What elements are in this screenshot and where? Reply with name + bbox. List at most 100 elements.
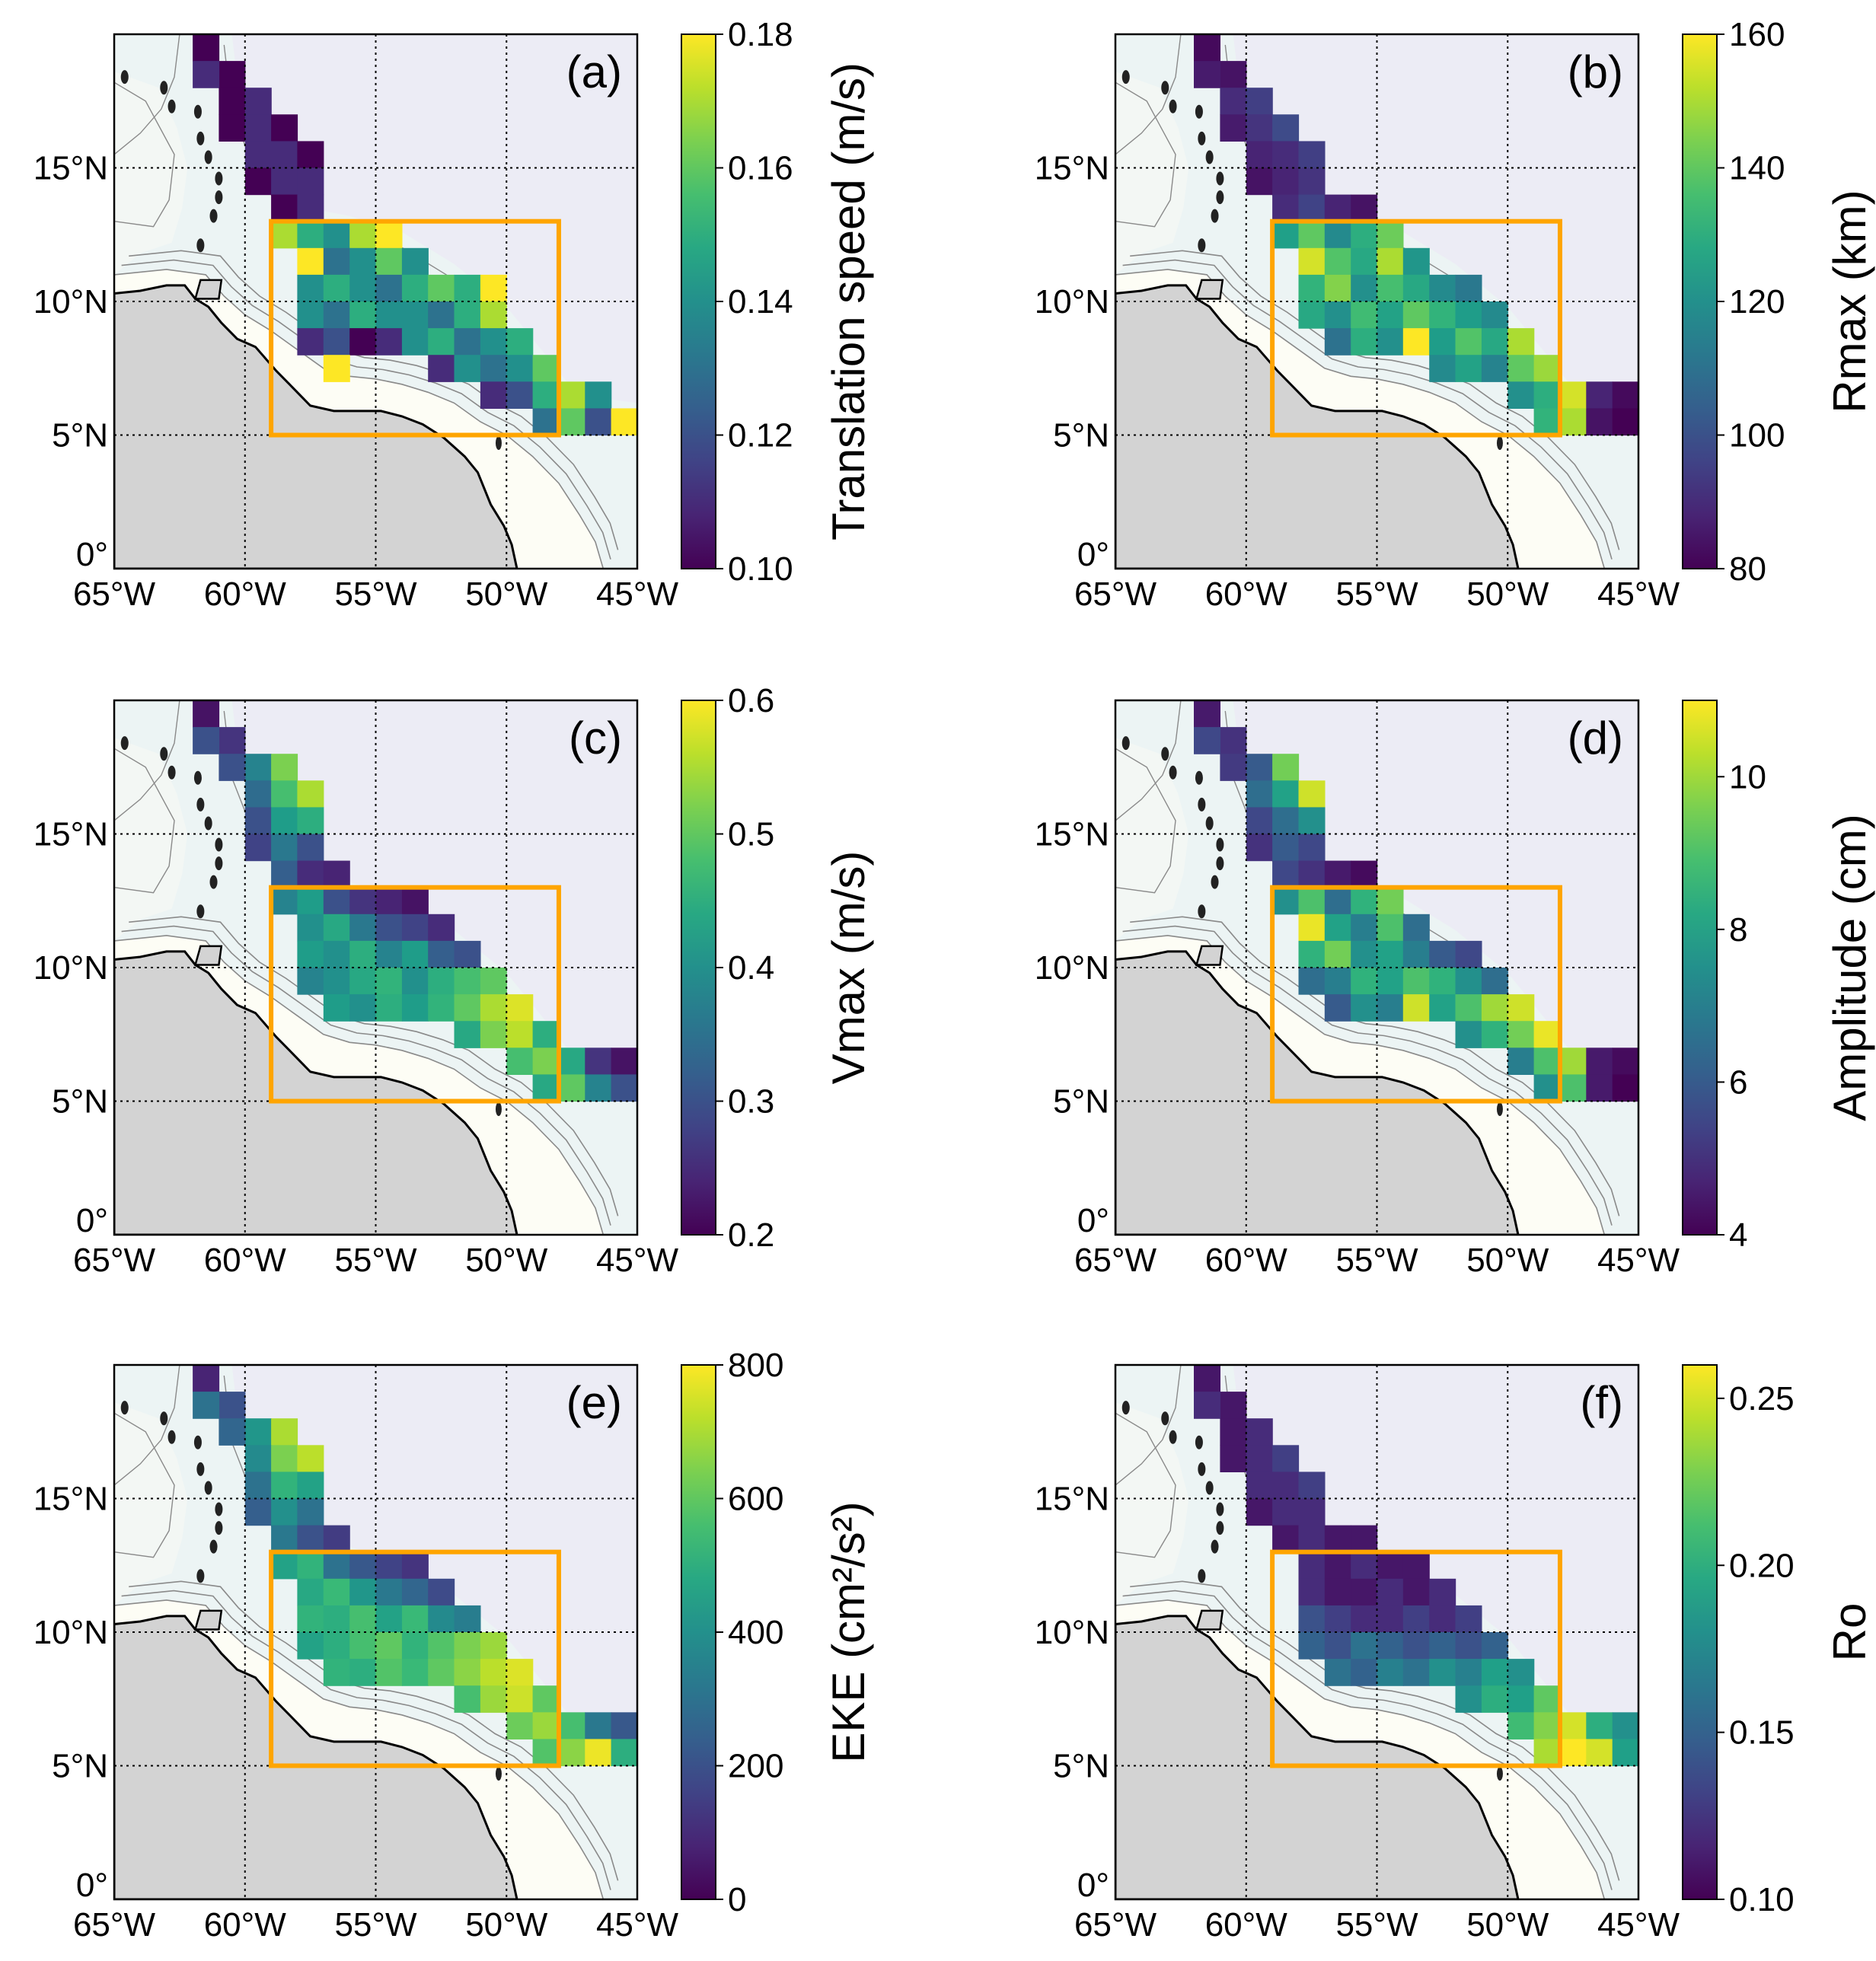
heat-cell <box>1246 167 1273 196</box>
heat-cell <box>1298 1632 1326 1660</box>
heat-cell <box>480 1021 507 1048</box>
heat-cell <box>349 1551 377 1580</box>
heat-cell <box>1429 355 1456 382</box>
heat-cell <box>1455 1021 1482 1048</box>
abyssal-plain <box>1233 34 1638 403</box>
x-tick-label: 60°W <box>204 1906 287 1943</box>
island <box>1211 875 1219 889</box>
colorbar-tick-label: 0.2 <box>728 1216 774 1254</box>
heat-cell <box>1402 940 1430 968</box>
heat-cell <box>1351 221 1378 249</box>
heat-cell <box>1298 780 1326 808</box>
heat-cell <box>1351 1578 1378 1606</box>
colorbar-tick-label: 0.4 <box>728 949 774 987</box>
study-region-box <box>1270 885 1562 1104</box>
heat-cell <box>480 301 507 329</box>
heat-cell <box>1377 221 1404 249</box>
heat-cell <box>1246 780 1273 808</box>
isobath-line <box>1115 81 1176 228</box>
heat-cell <box>297 1632 324 1660</box>
heat-cell <box>1612 1074 1638 1102</box>
heat-cell <box>1559 1047 1587 1075</box>
heat-cell <box>375 994 403 1022</box>
island <box>1169 765 1177 780</box>
heat-cell <box>1508 1047 1535 1075</box>
colorbar-tick-label: 0.16 <box>728 150 793 187</box>
heat-cell <box>428 355 455 382</box>
heat-cell <box>1508 1021 1535 1048</box>
heat-cell <box>401 994 429 1022</box>
heat-cell <box>1402 328 1430 356</box>
heat-cell <box>558 1047 585 1075</box>
heat-cell <box>428 994 455 1022</box>
study-region-box <box>269 1549 561 1768</box>
heat-cell <box>1324 274 1351 302</box>
heat-cell <box>506 328 534 356</box>
x-tick-label: 55°W <box>334 1906 417 1943</box>
heat-cell <box>244 141 272 169</box>
heat-cell <box>506 1685 534 1713</box>
y-tick-label: 5°N <box>52 1083 108 1121</box>
colorbar-tick-label: 120 <box>1729 283 1785 320</box>
colorbar <box>681 33 716 569</box>
x-tick-label: 45°W <box>1597 1242 1680 1279</box>
heat-cell <box>244 834 272 862</box>
isobath-line <box>1130 250 1620 550</box>
trinidad-island <box>1195 279 1224 300</box>
y-tick-label: 5°N <box>52 1748 108 1785</box>
heat-cell <box>297 141 324 169</box>
heat-cell <box>585 1047 612 1075</box>
heat-cell <box>375 940 403 968</box>
heat-cell <box>401 301 429 329</box>
heat-cell <box>1402 1578 1430 1606</box>
island <box>1216 856 1224 871</box>
heat-cell <box>244 167 272 196</box>
heat-cell <box>1324 994 1351 1022</box>
map-frame <box>113 33 639 570</box>
heat-cell <box>193 1365 220 1392</box>
heat-cell <box>1246 114 1273 142</box>
heat-cell <box>1272 860 1300 888</box>
heat-cell <box>297 807 324 835</box>
x-tick-label: 45°W <box>1597 576 1680 613</box>
colorbar-tick-label: 0.10 <box>728 550 793 588</box>
heat-cell <box>323 887 350 915</box>
heat-cell <box>1324 1605 1351 1633</box>
isobath-line <box>114 34 180 155</box>
heat-cell <box>271 167 298 196</box>
heat-cell <box>244 114 272 142</box>
heat-cell <box>585 1074 612 1102</box>
island <box>193 104 202 119</box>
heat-cell <box>1508 994 1535 1022</box>
heat-cell <box>401 940 429 968</box>
island <box>215 837 223 852</box>
heat-cell <box>271 141 298 169</box>
colorbar-label: Rmax (km) <box>1824 190 1875 413</box>
colorbar-tick-label: 400 <box>728 1614 783 1651</box>
heat-cell <box>454 1605 481 1633</box>
heat-cell <box>1298 301 1326 329</box>
heat-cell <box>1455 274 1482 302</box>
heat-cell <box>1298 167 1326 196</box>
heat-cell <box>219 61 246 88</box>
heat-cell <box>323 1605 350 1633</box>
colorbar-label: Vmax (m/s) <box>823 851 874 1085</box>
heat-cell <box>506 355 534 382</box>
heat-cell <box>1481 355 1508 382</box>
colorbar-tick-label: 0.20 <box>1729 1547 1795 1584</box>
island <box>1496 1102 1503 1117</box>
isobath-line <box>1130 1580 1620 1881</box>
heat-cell <box>349 301 377 329</box>
x-tick-label: 60°W <box>1205 1242 1288 1279</box>
heat-cell <box>1220 61 1247 88</box>
heat-cell <box>1586 1712 1613 1739</box>
heat-cell <box>323 328 350 356</box>
isobath-line <box>1122 925 1613 1226</box>
heat-cell <box>1533 1047 1561 1075</box>
heat-cell <box>480 968 507 995</box>
heat-cell <box>611 408 637 436</box>
heat-cell <box>323 1578 350 1606</box>
heat-cell <box>1298 141 1326 169</box>
heat-cell <box>271 1472 298 1500</box>
heat-cell <box>1298 1498 1326 1526</box>
